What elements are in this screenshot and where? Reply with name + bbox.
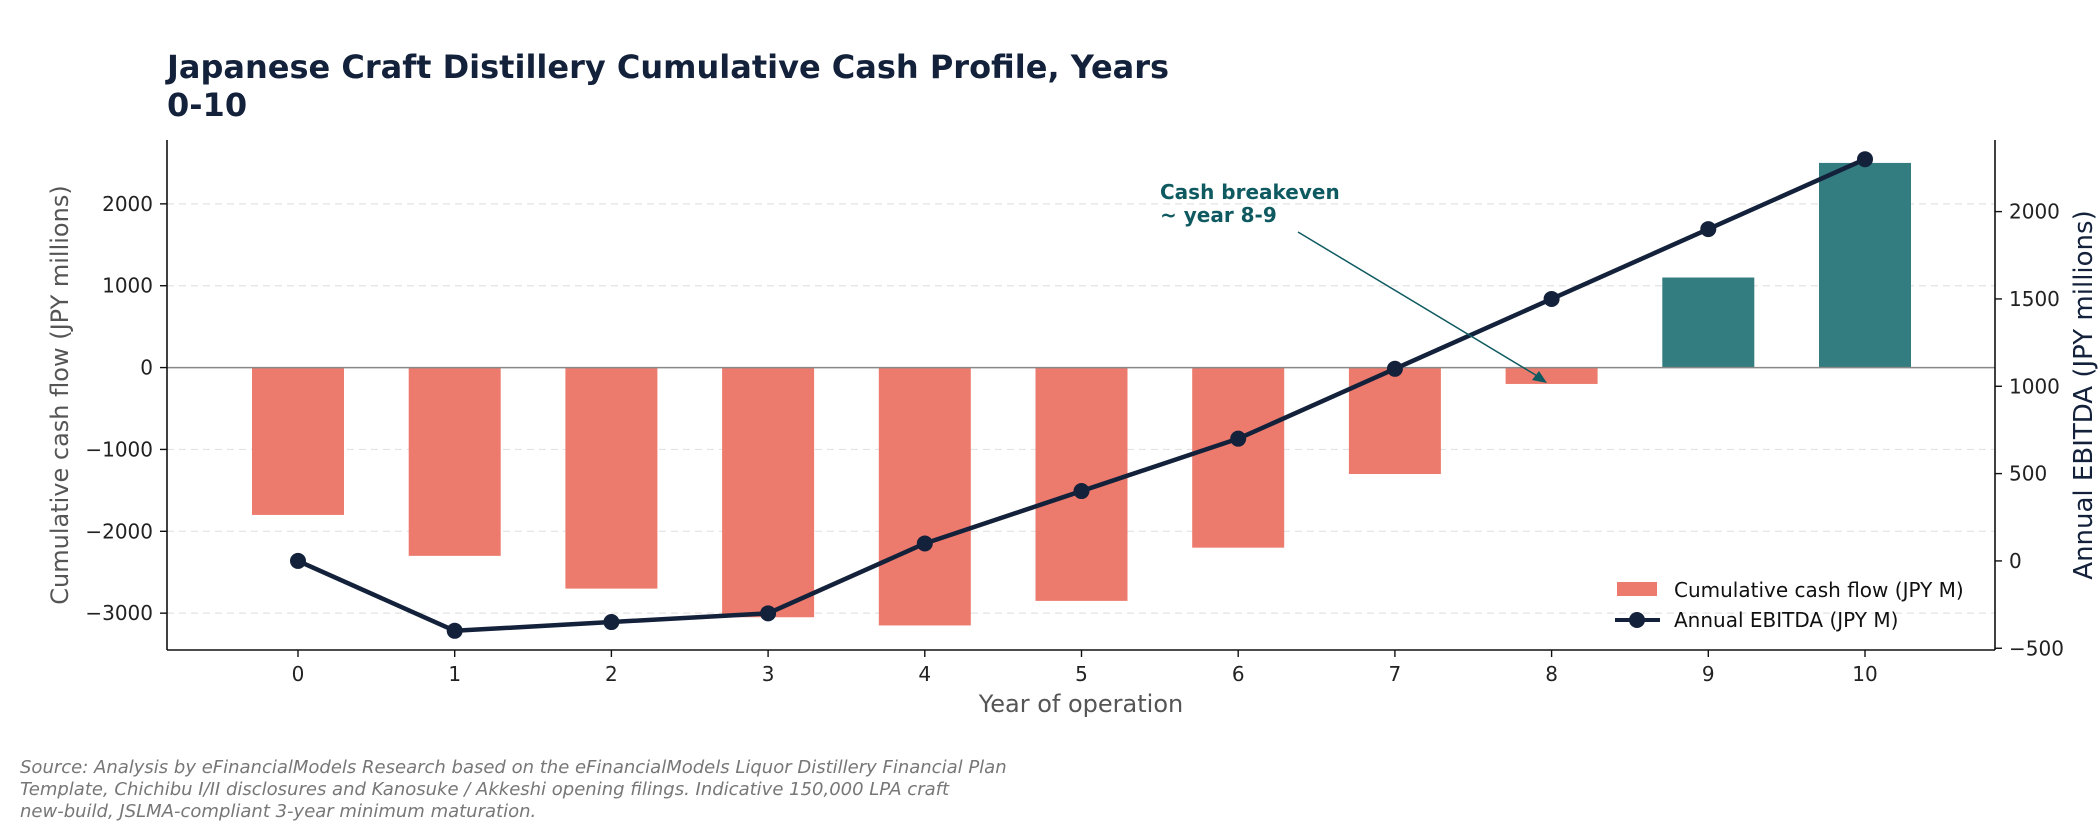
legend-label-ebitda: Annual EBITDA (JPY M) [1674, 608, 1898, 632]
bar-series [252, 162, 1911, 626]
source-line-2: Template, Chichibu I/II disclosures and … [20, 779, 950, 800]
bar-year-7 [1348, 367, 1441, 474]
right-tick-label-1: 1500 [2009, 287, 2060, 311]
source-line-1: Source: Analysis by eFinancialModels Res… [20, 757, 1007, 778]
x-tick-label-5: 5 [1075, 662, 1088, 686]
ebitda-point-year-1 [446, 622, 463, 639]
ebitda-point-year-3 [760, 605, 777, 622]
bar-year-10 [1819, 162, 1911, 368]
x-tick-label-9: 9 [1702, 662, 1715, 686]
right-tick-labels: 2000 1500 1000 500 0 −500 [1995, 200, 2064, 660]
x-tick-label-4: 4 [918, 662, 931, 686]
bar-year-0 [252, 367, 344, 515]
bar-year-4 [878, 367, 971, 626]
x-tick-label-1: 1 [448, 662, 461, 686]
left-tick-label-4: −2000 [85, 519, 153, 543]
bar-year-1 [408, 367, 501, 556]
ebitda-point-year-4 [916, 535, 933, 552]
bar-year-6 [1192, 367, 1285, 548]
line-series [290, 151, 1873, 639]
x-tick-labels: 0 1 2 3 4 5 6 7 8 9 10 [292, 650, 1878, 686]
x-tick-label-3: 3 [762, 662, 775, 686]
annotation-line-1: Cash breakeven [1160, 180, 1340, 204]
y-axis-left-label: Cumulative cash flow (JPY millions) [46, 185, 74, 604]
x-tick-label-2: 2 [605, 662, 618, 686]
bar-year-8 [1505, 367, 1598, 384]
annotation-arrow [1297, 231, 1545, 381]
legend-bar-swatch [1617, 582, 1657, 596]
left-tick-label-0: 2000 [102, 192, 153, 216]
right-tick-label-4: 0 [2009, 549, 2022, 573]
legend-line-marker [1629, 612, 1645, 628]
ebitda-point-year-9 [1700, 221, 1717, 238]
left-tick-labels: 2000 1000 0 −1000 −2000 −3000 [85, 192, 167, 625]
x-tick-label-8: 8 [1545, 662, 1558, 686]
source-line-3: new-build, JSLMA-compliant 3-year minimu… [20, 801, 536, 822]
x-tick-label-0: 0 [292, 662, 305, 686]
bar-year-9 [1662, 277, 1755, 368]
annotation-arrowhead [1532, 371, 1547, 383]
ebitda-point-year-2 [603, 614, 620, 631]
annotation-line-2: ~ year 8-9 [1160, 203, 1277, 227]
bar-year-3 [722, 367, 815, 618]
left-tick-label-5: −3000 [85, 601, 153, 625]
x-tick-label-6: 6 [1232, 662, 1245, 686]
right-tick-label-3: 500 [2009, 462, 2047, 486]
ebitda-point-year-8 [1543, 290, 1560, 307]
ebitda-point-year-0 [290, 552, 306, 569]
ebitda-point-year-10 [1857, 151, 1873, 168]
left-tick-label-1: 1000 [102, 274, 153, 298]
right-tick-label-0: 2000 [2009, 200, 2060, 224]
ebitda-point-year-5 [1073, 483, 1090, 500]
ebitda-point-year-6 [1230, 430, 1247, 447]
legend-label-cumulative: Cumulative cash flow (JPY M) [1674, 578, 1964, 602]
x-tick-label-7: 7 [1389, 662, 1402, 686]
bar-year-2 [565, 367, 658, 589]
right-tick-label-5: −500 [2009, 636, 2064, 660]
chart-title-line-1: Japanese Craft Distillery Cumulative Cas… [165, 48, 1169, 86]
chart-title-line-2: 0-10 [167, 86, 247, 124]
x-axis-label: Year of operation [978, 690, 1183, 718]
x-tick-label-10: 10 [1852, 662, 1877, 686]
left-tick-label-2: 0 [140, 356, 153, 380]
y-axis-right-label: Annual EBITDA (JPY millions) [2069, 210, 2099, 579]
ebitda-point-year-7 [1386, 360, 1403, 377]
right-tick-label-2: 1000 [2009, 374, 2060, 398]
legend: Cumulative cash flow (JPY M) Annual EBIT… [1615, 578, 1964, 632]
left-tick-label-3: −1000 [85, 437, 153, 461]
